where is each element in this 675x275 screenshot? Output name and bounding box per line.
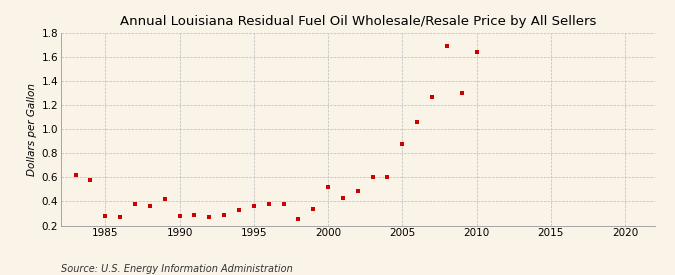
Point [293, 217, 304, 222]
Point [115, 215, 126, 219]
Text: Source: U.S. Energy Information Administration: Source: U.S. Energy Information Administ… [61, 264, 292, 274]
Point [278, 202, 289, 206]
Point [204, 215, 215, 219]
Point [427, 95, 437, 99]
Point [441, 44, 452, 48]
Y-axis label: Dollars per Gallon: Dollars per Gallon [27, 83, 37, 176]
Point [234, 208, 244, 212]
Point [70, 173, 81, 177]
Point [100, 214, 111, 218]
Point [130, 202, 140, 206]
Title: Annual Louisiana Residual Fuel Oil Wholesale/Resale Price by All Sellers: Annual Louisiana Residual Fuel Oil Whole… [119, 15, 596, 28]
Point [308, 207, 319, 211]
Point [174, 214, 185, 218]
Point [85, 178, 96, 182]
Point [248, 204, 259, 208]
Point [412, 120, 423, 124]
Point [323, 185, 333, 189]
Point [263, 202, 274, 206]
Point [144, 204, 155, 208]
Point [397, 141, 408, 146]
Point [382, 175, 393, 180]
Point [189, 213, 200, 217]
Point [471, 50, 482, 54]
Point [159, 197, 170, 201]
Point [367, 175, 378, 180]
Point [352, 188, 363, 193]
Point [338, 196, 348, 200]
Point [219, 213, 230, 217]
Point [456, 91, 467, 95]
